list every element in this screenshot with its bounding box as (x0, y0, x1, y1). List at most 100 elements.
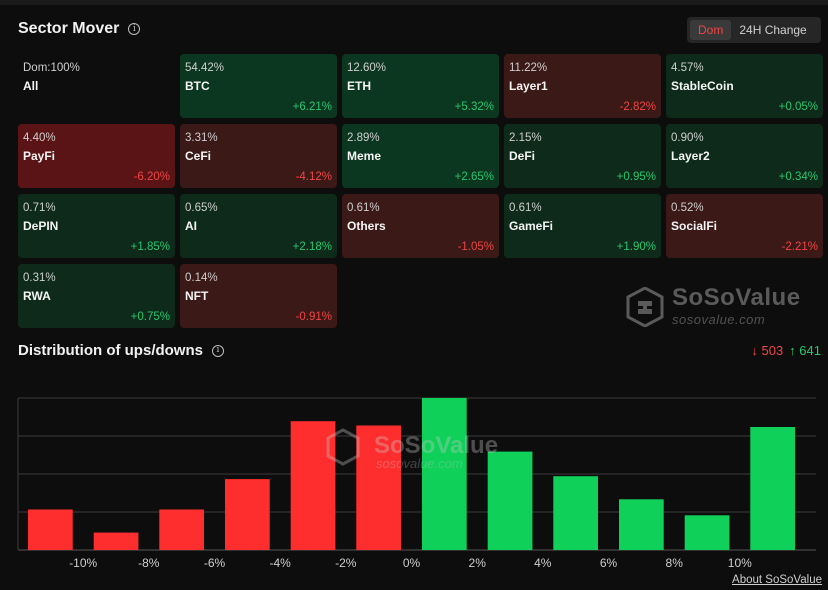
sector-tile-payfi[interactable]: 4.40% PayFi -6.20% (18, 124, 175, 188)
watermark-url: sosovalue.com (672, 312, 766, 327)
ups-downs-counts: ↓ 503 ↑ 641 (751, 343, 821, 358)
x-tick-label: -6% (204, 556, 226, 570)
sector-mover-header: Sector Mover i (18, 20, 141, 38)
sector-dominance: 12.60% (347, 62, 387, 74)
sector-change: +5.32% (454, 101, 494, 113)
sector-tile-cefi[interactable]: 3.31% CeFi -4.12% (180, 124, 337, 188)
sosovalue-logo-icon (626, 286, 664, 327)
page-title: Sector Mover (18, 20, 120, 37)
sector-tile-stablecoin[interactable]: 4.57% StableCoin +0.05% (666, 54, 823, 118)
sector-tile-all[interactable]: Dom:100% All (18, 54, 175, 118)
sector-change: -6.20% (133, 171, 170, 183)
x-tick-label: -8% (138, 556, 160, 570)
sector-name: Meme (347, 149, 382, 163)
about-link[interactable]: About SoSoValue (732, 574, 822, 586)
sector-tile-layer2[interactable]: 0.90% Layer2 +0.34% (666, 124, 823, 188)
metric-toggle: Dom 24H Change (687, 17, 821, 43)
sector-tile-depin[interactable]: 0.71% DePIN +1.85% (18, 194, 175, 258)
toggle-24h-change[interactable]: 24H Change (739, 23, 807, 37)
sector-name: All (23, 79, 39, 93)
x-tick-label: 8% (666, 556, 684, 570)
sector-change: -4.12% (295, 171, 332, 183)
down-count: ↓ 503 (751, 343, 784, 358)
sector-tile-nft[interactable]: 0.14% NFT -0.91% (180, 264, 337, 328)
distribution-title: Distribution of ups/downs (18, 342, 203, 359)
distribution-bar[interactable] (487, 451, 533, 550)
sector-dominance: 11.22% (509, 62, 548, 74)
sector-change: +0.75% (130, 311, 170, 323)
sector-change: +1.85% (130, 241, 170, 253)
sector-dominance: 2.15% (509, 132, 542, 144)
sector-name: Others (347, 219, 386, 233)
sector-tile-defi[interactable]: 2.15% DeFi +0.95% (504, 124, 661, 188)
x-tick-label: 2% (469, 556, 487, 570)
sector-tile-rwa[interactable]: 0.31% RWA +0.75% (18, 264, 175, 328)
distribution-header: Distribution of ups/downs i (18, 342, 224, 359)
chart-watermark-url: sosovalue.com (376, 456, 463, 471)
sector-dominance: 0.71% (23, 202, 56, 214)
distribution-bar[interactable] (28, 509, 73, 551)
sector-change: +0.95% (616, 171, 656, 183)
sector-name: RWA (23, 289, 51, 303)
sector-name: Layer2 (671, 149, 710, 163)
sector-tile-others[interactable]: 0.61% Others -1.05% (342, 194, 499, 258)
sector-name: SocialFi (671, 219, 718, 233)
sector-name: DePIN (23, 219, 59, 233)
distribution-bar[interactable] (684, 515, 730, 550)
sector-change: -0.91% (295, 311, 332, 323)
sector-dominance: 0.90% (671, 132, 704, 144)
sector-name: BTC (185, 79, 210, 93)
sector-tile-socialfi[interactable]: 0.52% SocialFi -2.21% (666, 194, 823, 258)
sector-change: +0.34% (778, 171, 818, 183)
distribution-bar[interactable] (225, 479, 270, 550)
distribution-bar[interactable] (422, 398, 467, 550)
toggle-dom[interactable]: Dom (690, 20, 732, 40)
sector-name: CeFi (185, 149, 212, 163)
x-tick-label: -4% (270, 556, 292, 570)
sector-name: AI (185, 219, 197, 233)
distribution-bar[interactable] (93, 532, 139, 550)
info-icon[interactable]: i (211, 344, 224, 357)
top-divider (0, 0, 828, 5)
sector-tile-meme[interactable]: 2.89% Meme +2.65% (342, 124, 499, 188)
sector-name: Layer1 (509, 79, 548, 93)
sector-dominance: 0.61% (509, 202, 542, 214)
sector-dominance: 0.52% (671, 202, 704, 214)
sector-dominance: Dom:100% (23, 62, 80, 74)
sector-change: +2.65% (454, 171, 494, 183)
sector-change: -2.82% (619, 101, 656, 113)
sector-tile-gamefi[interactable]: 0.61% GameFi +1.90% (504, 194, 661, 258)
watermark-name: SoSoValue (672, 284, 801, 311)
distribution-bar[interactable] (356, 425, 401, 551)
sector-tile-ai[interactable]: 0.65% AI +2.18% (180, 194, 337, 258)
info-icon[interactable]: i (128, 23, 141, 35)
sector-dominance: 54.42% (185, 62, 225, 74)
x-tick-label: 0% (403, 556, 421, 570)
distribution-bar[interactable] (553, 476, 598, 550)
sector-tile-eth[interactable]: 12.60% ETH +5.32% (342, 54, 499, 118)
sector-dominance: 2.89% (347, 132, 380, 144)
sector-name: StableCoin (671, 79, 734, 93)
sector-tile-btc[interactable]: 54.42% BTC +6.21% (180, 54, 337, 118)
distribution-bar[interactable] (159, 509, 204, 551)
sector-dominance: 0.14% (185, 272, 218, 284)
distribution-bar[interactable] (750, 427, 795, 550)
distribution-bar[interactable] (290, 421, 336, 550)
sector-name: ETH (347, 79, 371, 93)
sector-name: PayFi (23, 149, 56, 163)
sector-change: +2.18% (292, 241, 332, 253)
sector-change: +1.90% (616, 241, 656, 253)
distribution-bar[interactable] (619, 499, 664, 550)
sector-tile-layer1[interactable]: 11.22% Layer1 -2.82% (504, 54, 661, 118)
sector-dominance: 0.61% (347, 202, 380, 214)
sector-dominance: 3.31% (185, 132, 218, 144)
sector-change: +6.21% (292, 101, 332, 113)
sector-dominance: 4.40% (23, 132, 56, 144)
sector-dominance: 4.57% (671, 62, 704, 74)
x-tick-label: 4% (534, 556, 552, 570)
sector-dominance: 0.31% (23, 272, 56, 284)
sector-change: -1.05% (457, 241, 494, 253)
sector-grid: Dom:100% All 54.42% BTC +6.21% 12.60% ETH +5.32… (18, 54, 823, 328)
sosovalue-watermark: SoSoValue sosovalue.com (626, 286, 801, 327)
